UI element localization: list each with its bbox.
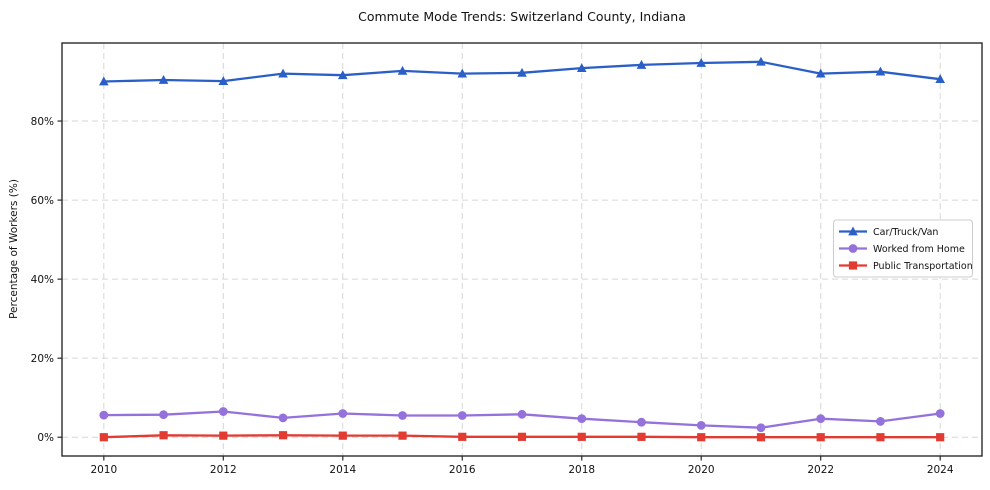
series-marker-worked-from-home [218,407,228,416]
series-marker-car-truck-van [517,67,527,77]
series-marker-public-transportation [338,431,347,440]
series-marker-worked-from-home [696,420,706,430]
x-tick-label: 2010 [90,464,117,476]
series-marker-car-truck-van [457,68,468,78]
series-marker-worked-from-home [935,409,945,418]
x-tick-label: 2014 [329,464,356,476]
series-marker-public-transportation [936,433,945,442]
y-tick-label: 60% [31,195,54,207]
series-marker-public-transportation [876,433,885,442]
series-marker-worked-from-home [398,411,407,420]
x-tick-label: 2024 [927,464,954,476]
legend-box [833,219,973,278]
series-marker-car-truck-van [397,65,408,75]
series-marker-car-truck-van [636,59,647,69]
series-marker-car-truck-van [218,76,229,86]
y-tick-label: 0% [37,432,54,444]
plot-border [61,42,983,457]
series-marker-car-truck-van [337,70,348,80]
x-tick-label: 2020 [688,464,715,476]
x-tick-label: 2016 [449,464,476,476]
series-marker-worked-from-home [99,410,109,420]
chart-title: Commute Mode Trends: Switzerland County,… [358,9,686,24]
series-marker-public-transportation [398,431,407,440]
legend-marker-worked-from-home [848,244,858,253]
series-marker-worked-from-home [637,417,646,427]
series-marker-car-truck-van [99,76,109,86]
series-marker-worked-from-home [159,410,168,420]
series-marker-public-transportation [219,431,228,440]
series-marker-car-truck-van [756,56,766,66]
series-marker-worked-from-home [756,423,766,433]
y-tick-label: 20% [31,353,54,365]
series-marker-car-truck-van [158,74,169,84]
series-marker-public-transportation [816,433,825,442]
chart-root: 0% 20% 40% 60% 80% 2010 2012 2014 2016 2018 2020 20… [31,42,983,476]
y-tick-label: 40% [31,274,54,286]
series-marker-worked-from-home [876,417,885,426]
series-marker-worked-from-home [278,413,288,423]
legend-label-public-transportation: Public Transportation [873,261,973,272]
series-marker-public-transportation [756,433,766,442]
series-marker-car-truck-van [935,74,945,84]
series-marker-car-truck-van [576,63,587,72]
y-tick-label: 80% [31,116,54,128]
series-marker-car-truck-van [815,68,826,78]
series-marker-worked-from-home [517,409,527,419]
series-marker-worked-from-home [457,411,467,420]
series-marker-car-truck-van [278,68,288,78]
series-marker-worked-from-home [816,414,826,424]
x-tick-label: 2022 [807,464,834,476]
series-marker-public-transportation [637,432,646,441]
series-marker-public-transportation [99,433,108,442]
legend-marker-public-transportation [848,261,858,270]
series-marker-public-transportation [577,432,586,441]
series-marker-car-truck-van [875,66,886,76]
legend-label-worked-from-home: Worked from Home [873,244,965,255]
legend-label-car-truck-van: Car/Truck/Van [873,227,938,238]
series-marker-car-truck-van [696,57,707,67]
legend-marker-car-truck-van [848,226,858,236]
series-marker-public-transportation [159,431,168,440]
series-marker-public-transportation [278,431,288,440]
series-marker-public-transportation [697,433,706,442]
x-tick-label: 2018 [568,464,595,476]
series-marker-public-transportation [517,432,527,441]
series-marker-worked-from-home [577,414,587,424]
x-tick-label: 2012 [210,464,237,476]
series-marker-worked-from-home [338,409,348,418]
series-marker-public-transportation [458,432,467,441]
